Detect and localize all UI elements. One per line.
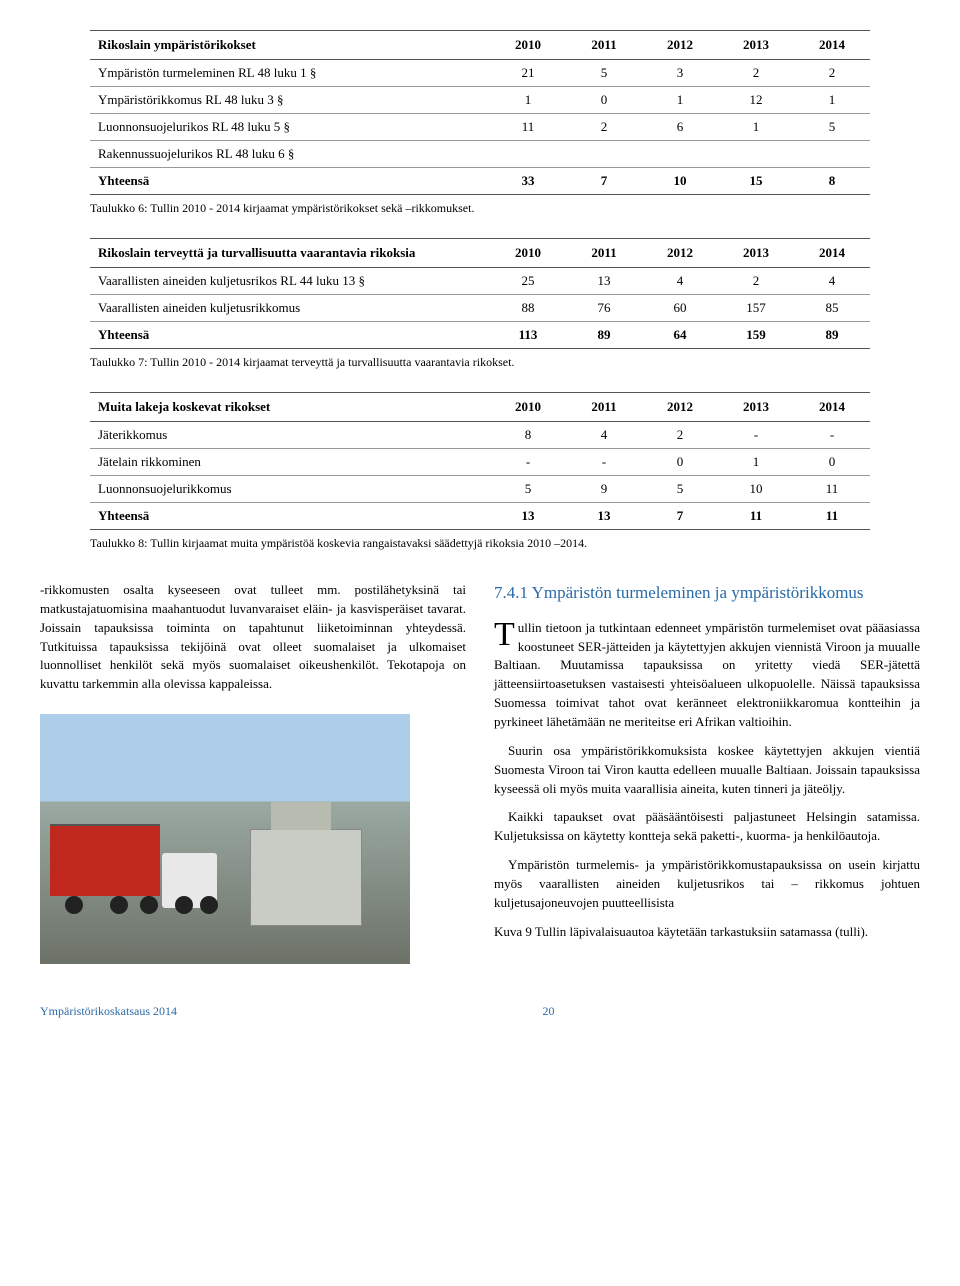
table-row-total: Yhteensä 13 13 7 11 11 bbox=[90, 503, 870, 530]
body-paragraph: Kaikki tapaukset ovat pääsääntöisesti pa… bbox=[494, 808, 920, 846]
th-year: 2010 bbox=[490, 31, 566, 60]
table-row: Vaarallisten aineiden kuljetusrikkomus 8… bbox=[90, 295, 870, 322]
th-year: 2014 bbox=[794, 31, 870, 60]
left-paragraph: -rikkomusten osalta kyseeseen ovat tulle… bbox=[40, 581, 466, 694]
th-year: 2012 bbox=[642, 239, 718, 268]
section-heading: 7.4.1 Ympäristön turmeleminen ja ympäris… bbox=[494, 581, 920, 605]
table-ymparistorikokset: Rikoslain ympäristörikokset 2010 2011 20… bbox=[90, 30, 870, 195]
table-row: Jäterikkomus 8 4 2 - - bbox=[90, 422, 870, 449]
th-year: 2014 bbox=[794, 393, 870, 422]
table-terveys: Rikoslain terveyttä ja turvallisuutta va… bbox=[90, 238, 870, 349]
table2-caption: Taulukko 7: Tullin 2010 - 2014 kirjaamat… bbox=[90, 355, 870, 370]
th-year: 2011 bbox=[566, 393, 642, 422]
th-year: 2014 bbox=[794, 239, 870, 268]
th-year: 2011 bbox=[566, 239, 642, 268]
table-row: Jätelain rikkominen - - 0 1 0 bbox=[90, 449, 870, 476]
page-number: 20 bbox=[543, 1004, 555, 1019]
table-row: Vaarallisten aineiden kuljetusrikos RL 4… bbox=[90, 268, 870, 295]
left-column: -rikkomusten osalta kyseeseen ovat tulle… bbox=[40, 581, 466, 964]
table2-title: Rikoslain terveyttä ja turvallisuutta va… bbox=[90, 239, 490, 268]
table-row-total: Yhteensä 113 89 64 159 89 bbox=[90, 322, 870, 349]
table-muita: Muita lakeja koskevat rikokset 2010 2011… bbox=[90, 392, 870, 530]
body-paragraph: Suurin osa ympäristörikkomuksista koskee… bbox=[494, 742, 920, 799]
page-footer: Ympäristörikoskatsaus 2014 20 bbox=[40, 1004, 920, 1019]
th-year: 2013 bbox=[718, 239, 794, 268]
th-year: 2011 bbox=[566, 31, 642, 60]
table-row: Rakennussuojelurikos RL 48 luku 6 § bbox=[90, 141, 870, 168]
th-year: 2010 bbox=[490, 239, 566, 268]
table-row: Ympäristörikkomus RL 48 luku 3 § 1 0 1 1… bbox=[90, 87, 870, 114]
th-year: 2012 bbox=[642, 31, 718, 60]
th-year: 2010 bbox=[490, 393, 566, 422]
right-column: 7.4.1 Ympäristön turmeleminen ja ympäris… bbox=[494, 581, 920, 964]
table-row-total: Yhteensä 33 7 10 15 8 bbox=[90, 168, 870, 195]
th-year: 2012 bbox=[642, 393, 718, 422]
body-paragraph: Tullin tietoon ja tutkintaan edenneet ym… bbox=[494, 619, 920, 732]
footer-title: Ympäristörikoskatsaus 2014 bbox=[40, 1004, 177, 1019]
table-row: Ympäristön turmeleminen RL 48 luku 1 § 2… bbox=[90, 60, 870, 87]
table1-caption: Taulukko 6: Tullin 2010 - 2014 kirjaamat… bbox=[90, 201, 870, 216]
truck-photo bbox=[40, 714, 410, 964]
table3-title: Muita lakeja koskevat rikokset bbox=[90, 393, 490, 422]
table3-caption: Taulukko 8: Tullin kirjaamat muita ympär… bbox=[90, 536, 870, 551]
dropcap: T bbox=[494, 619, 518, 649]
th-year: 2013 bbox=[718, 31, 794, 60]
th-year: 2013 bbox=[718, 393, 794, 422]
table-row: Luonnonsuojelurikkomus 5 9 5 10 11 bbox=[90, 476, 870, 503]
table-row: Luonnonsuojelurikos RL 48 luku 5 § 11 2 … bbox=[90, 114, 870, 141]
table1-title: Rikoslain ympäristörikokset bbox=[90, 31, 490, 60]
photo-caption: Kuva 9 Tullin läpivalaisuautoa käytetään… bbox=[494, 923, 920, 942]
body-paragraph: Ympäristön turmelemis- ja ympäristörikko… bbox=[494, 856, 920, 913]
